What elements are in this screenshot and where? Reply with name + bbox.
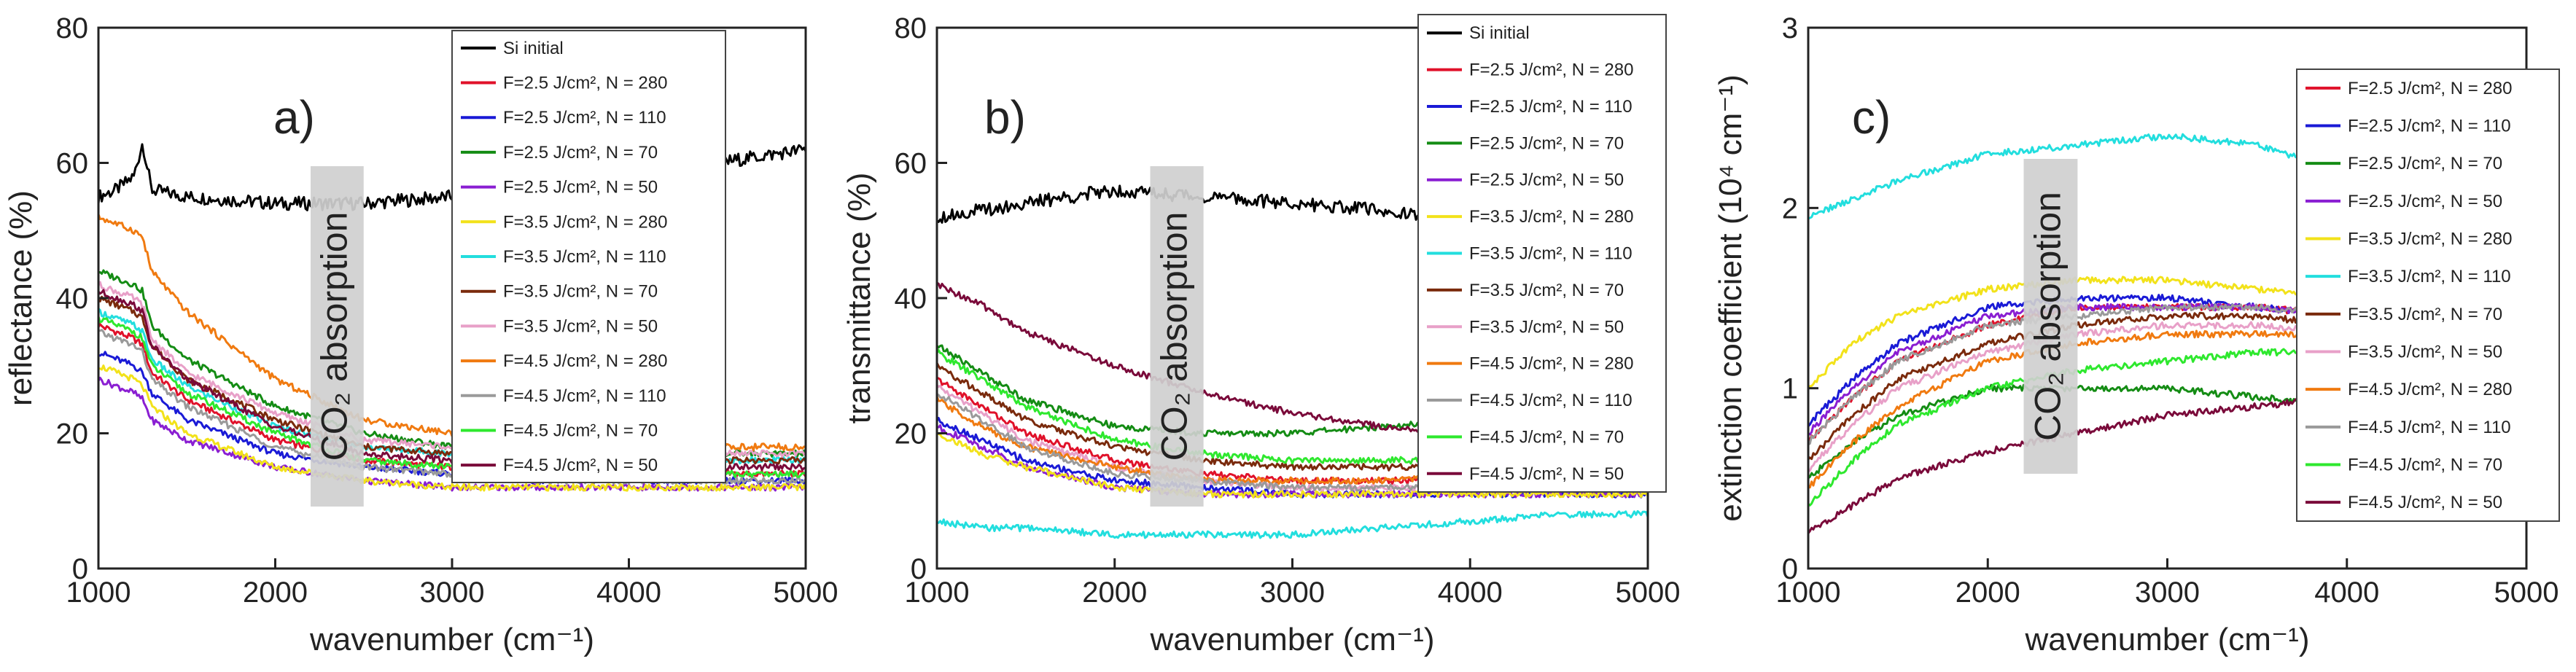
legend-entry: F=2.5 J/cm², N = 110 <box>1469 97 1633 117</box>
series-line-6 <box>936 432 1649 499</box>
legend-entry: F=2.5 J/cm², N = 50 <box>1469 171 1624 190</box>
y-tick-label: 80 <box>895 12 927 44</box>
y-tick-label: 20 <box>56 418 89 450</box>
co2-band-rect <box>2023 159 2078 474</box>
legend-entry: F=2.5 J/cm², N = 110 <box>2348 117 2511 136</box>
x-axis-label: wavenumber (cm⁻¹) <box>1150 622 1435 657</box>
series-line-6 <box>98 364 807 492</box>
legend-entry: F=4.5 J/cm², N = 110 <box>1469 391 1633 410</box>
y-tick-label: 60 <box>56 148 89 180</box>
legend: Si initial F=2.5 J/cm², N = 280 F=2.5 J/cm… <box>451 30 726 483</box>
legend-entry: Si initial <box>1469 23 1530 43</box>
legend-entry: F=2.5 J/cm², N = 50 <box>503 178 658 198</box>
legend-box <box>451 30 726 483</box>
y-axis-label: extinction coefficient (10⁴ cm⁻¹) <box>1713 74 1748 522</box>
legend-entry: F=2.5 J/cm², N = 70 <box>1469 133 1624 153</box>
x-tick-label: 2000 <box>1082 577 1147 609</box>
legend-entry: F=3.5 J/cm², N = 70 <box>2348 305 2502 324</box>
legend-entry: F=4.5 J/cm², N = 70 <box>2348 456 2502 475</box>
x-tick-label: 1000 <box>905 577 970 609</box>
y-axis-label: reflectance (%) <box>3 190 39 406</box>
x-tick-label: 2000 <box>243 577 308 609</box>
legend-entry: F=4.5 J/cm², N = 110 <box>503 386 666 406</box>
chart-panel-3: CO₂ absorption 1000 2000 3000 4000 5000 0 1 2 3 wa… <box>1713 12 2560 657</box>
legend-entry: F=3.5 J/cm², N = 110 <box>1469 244 1633 264</box>
legend-entry: F=3.5 J/cm², N = 50 <box>2348 343 2502 362</box>
x-tick-label: 4000 <box>1438 577 1503 609</box>
co2-band: CO₂ absorption <box>1150 166 1204 507</box>
legend-entry: F=4.5 J/cm², N = 280 <box>503 351 667 371</box>
x-tick-label: 3000 <box>420 577 485 609</box>
legend-entry: F=2.5 J/cm², N = 50 <box>2348 192 2502 211</box>
y-tick-label: 3 <box>1782 12 1798 44</box>
chart-panel-1: CO₂ absorption 1000 2000 3000 4000 5000 0 20 40 6… <box>3 12 838 657</box>
legend-entry: F=3.5 J/cm², N = 110 <box>503 247 666 267</box>
legend-entry: F=3.5 J/cm², N = 50 <box>503 316 658 336</box>
y-tick-label: 60 <box>895 148 927 180</box>
x-axis-label: wavenumber (cm⁻¹) <box>309 622 594 657</box>
legend-entry: F=4.5 J/cm², N = 50 <box>503 456 658 475</box>
legend-entry: Si initial <box>503 39 564 58</box>
legend-entry: F=3.5 J/cm², N = 280 <box>1469 207 1633 227</box>
panel-label: c) <box>1852 91 1891 144</box>
legend-entry: F=4.5 J/cm², N = 50 <box>2348 493 2502 512</box>
panel-label: b) <box>984 91 1026 144</box>
y-tick-label: 40 <box>895 283 927 315</box>
y-tick-label: 0 <box>911 553 927 585</box>
legend-entry: F=4.5 J/cm², N = 50 <box>1469 464 1624 484</box>
legend-entry: F=2.5 J/cm², N = 280 <box>2348 79 2512 98</box>
co2-band-label: CO₂ absorption <box>1153 212 1194 461</box>
y-tick-label: 20 <box>895 418 927 450</box>
y-tick-label: 0 <box>1782 553 1798 585</box>
y-tick-label: 1 <box>1782 373 1798 405</box>
x-tick-label: 4000 <box>2314 577 2379 609</box>
legend-box <box>2296 69 2560 522</box>
legend-entry: F=3.5 J/cm², N = 110 <box>2348 267 2511 286</box>
x-tick-label: 2000 <box>1956 577 2020 609</box>
co2-band-label: CO₂ absorption <box>2028 192 2069 441</box>
series-line-7 <box>936 509 1649 539</box>
legend-entry: F=4.5 J/cm², N = 70 <box>503 421 658 440</box>
legend-entry: F=4.5 J/cm², N = 70 <box>1469 427 1624 447</box>
chart-panel-2: CO₂ absorption 1000 2000 3000 4000 5000 0 20 40 6… <box>841 12 1680 657</box>
co2-band-label: CO₂ absorption <box>314 212 355 461</box>
x-axis-label: wavenumber (cm⁻¹) <box>2025 622 2310 657</box>
x-tick-label: 1000 <box>66 577 131 609</box>
y-tick-label: 40 <box>56 283 89 315</box>
co2-band-rect <box>311 166 364 507</box>
legend-entry: F=2.5 J/cm², N = 280 <box>503 74 667 93</box>
x-tick-label: 5000 <box>2494 577 2559 609</box>
panel-label: a) <box>273 91 315 144</box>
legend-entry: F=2.5 J/cm², N = 280 <box>1469 60 1633 80</box>
legend-entry: F=3.5 J/cm², N = 50 <box>1469 317 1624 337</box>
y-tick-label: 80 <box>56 12 89 44</box>
x-tick-label: 4000 <box>596 577 661 609</box>
legend-entry: F=3.5 J/cm², N = 70 <box>1469 281 1624 300</box>
legend: Si initial F=2.5 J/cm², N = 280 F=2.5 J/cm… <box>1417 14 1667 493</box>
x-tick-label: 1000 <box>1776 577 1841 609</box>
x-tick-label: 5000 <box>774 577 838 609</box>
y-tick-label: 0 <box>72 553 88 585</box>
legend: F=2.5 J/cm², N = 280 F=2.5 J/cm², N = 110… <box>2296 69 2560 522</box>
co2-band-rect <box>1150 166 1204 507</box>
co2-band: CO₂ absorption <box>2023 159 2078 474</box>
y-axis-label: transmittance (%) <box>841 173 877 424</box>
x-tick-label: 5000 <box>1616 577 1681 609</box>
legend-entry: F=2.5 J/cm², N = 110 <box>503 108 666 128</box>
co2-band: CO₂ absorption <box>311 166 364 507</box>
legend-entry: F=4.5 J/cm², N = 280 <box>1469 354 1633 374</box>
legend-entry: F=2.5 J/cm², N = 70 <box>2348 154 2502 173</box>
x-tick-label: 3000 <box>2135 577 2200 609</box>
x-tick-label: 3000 <box>1260 577 1325 609</box>
legend-entry: F=4.5 J/cm², N = 280 <box>2348 380 2512 399</box>
legend-entry: F=3.5 J/cm², N = 280 <box>503 212 667 232</box>
legend-entry: F=3.5 J/cm², N = 70 <box>503 282 658 302</box>
y-tick-label: 2 <box>1782 192 1798 224</box>
legend-entry: F=2.5 J/cm², N = 70 <box>503 143 658 163</box>
legend-entry: F=3.5 J/cm², N = 280 <box>2348 230 2512 249</box>
legend-entry: F=4.5 J/cm², N = 110 <box>2348 418 2511 437</box>
